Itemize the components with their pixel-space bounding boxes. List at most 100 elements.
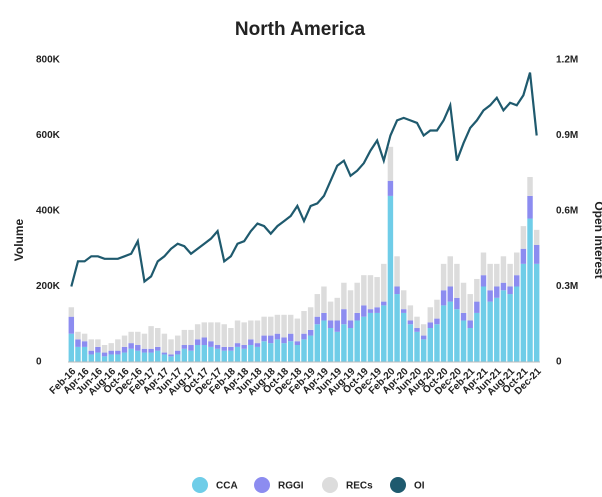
y2-tick-label: 0.9M	[556, 130, 578, 141]
bar-segment	[454, 263, 460, 298]
bar-segment	[434, 324, 440, 362]
bar-segment	[334, 331, 340, 362]
legend-label: OI	[414, 481, 425, 492]
bar-segment	[208, 322, 214, 342]
bar-segment	[168, 339, 174, 355]
bar-segment	[135, 350, 141, 362]
bar-segment	[115, 350, 121, 355]
bar-segment	[268, 343, 274, 362]
bar-segment	[321, 286, 327, 313]
y-axis-title: Volume	[12, 218, 26, 261]
bar-segment	[474, 278, 480, 302]
bar-segment	[81, 341, 88, 347]
bar-segment	[367, 312, 374, 362]
bar-segment	[487, 290, 493, 302]
bar-segment	[533, 229, 540, 245]
bar-segment	[68, 307, 75, 317]
bar-segment	[168, 356, 174, 362]
bar-segment	[228, 346, 234, 351]
bar-segment	[381, 263, 387, 302]
bar-segment	[447, 301, 453, 362]
bar-segment	[214, 348, 221, 362]
bar-segment	[387, 180, 394, 196]
bar-segment	[221, 324, 227, 347]
legend-swatch	[322, 477, 338, 493]
bar-segment	[527, 195, 533, 219]
y-tick-label: 0	[36, 357, 42, 368]
bar-segment	[248, 320, 254, 340]
bar-segment	[261, 316, 267, 336]
bar-segment	[434, 299, 440, 319]
bar-segment	[234, 346, 241, 362]
bar-segment	[108, 343, 114, 351]
bar-segment	[261, 335, 267, 342]
bar-segment	[394, 286, 400, 295]
bar-segment	[148, 352, 154, 362]
bar-segment	[188, 345, 194, 351]
bar-segment	[334, 320, 340, 332]
bar-segment	[467, 294, 473, 321]
bar-segment	[387, 195, 394, 362]
bar-segment	[374, 312, 380, 362]
legend-label: CCA	[216, 481, 238, 492]
bar-segment	[381, 305, 387, 362]
bar-segment	[434, 318, 440, 325]
bar-segment	[327, 320, 334, 329]
bar-segment	[301, 333, 307, 340]
y-tick-label: 400K	[36, 206, 61, 217]
legend-label: RGGI	[278, 481, 304, 492]
bar-segment	[274, 314, 281, 334]
bar-segment	[174, 350, 181, 355]
bar-segment	[115, 354, 121, 362]
bar-segment	[294, 345, 301, 362]
bar-segment	[241, 348, 247, 362]
bar-segment	[480, 286, 487, 362]
bar-segment	[81, 333, 88, 342]
bar-segment	[121, 352, 128, 362]
legend-swatch	[390, 477, 406, 493]
bar-segment	[228, 328, 234, 347]
bar-segment	[208, 346, 214, 362]
bar-segment	[221, 346, 227, 351]
bar-segment	[494, 297, 500, 362]
bar-segment	[480, 252, 487, 276]
bar-segment	[274, 339, 281, 362]
bar-segment	[301, 311, 307, 334]
bar-segment	[88, 350, 94, 355]
bar-segment	[400, 290, 407, 310]
bar-segment	[387, 146, 394, 181]
bar-segment	[454, 309, 460, 362]
bar-segment	[361, 316, 367, 362]
bar-segment	[228, 350, 234, 362]
bar-segment	[487, 263, 493, 291]
bar-segment	[400, 312, 407, 362]
y2-tick-label: 0.6M	[556, 206, 578, 217]
bar-segment	[520, 263, 527, 362]
bar-segment	[527, 177, 533, 196]
bar-segment	[354, 312, 360, 321]
bar-segment	[440, 305, 447, 362]
bar-segment	[281, 343, 287, 362]
bar-segment	[314, 316, 321, 325]
bar-segment	[141, 352, 148, 362]
bar-segment	[101, 352, 108, 357]
bar-segment	[287, 314, 294, 334]
bar-segment	[201, 345, 208, 362]
bar-segment	[128, 343, 134, 349]
bar-segment	[287, 333, 294, 342]
bar-segment	[460, 320, 467, 362]
bar-segment	[181, 329, 188, 346]
bar-segment	[427, 322, 434, 329]
bar-segment	[494, 286, 500, 298]
bar-segment	[514, 286, 520, 362]
bar-segment	[108, 350, 114, 355]
bar-segment	[407, 305, 414, 321]
bar-segment	[135, 345, 141, 351]
bar-segment	[420, 324, 427, 336]
y2-axis-title: Open Interest	[592, 201, 602, 278]
bar-segment	[248, 339, 254, 346]
y-tick-label: 800K	[36, 55, 61, 66]
bar-segment	[374, 307, 380, 313]
bar-segment	[347, 320, 354, 329]
bar-segment	[394, 294, 400, 362]
